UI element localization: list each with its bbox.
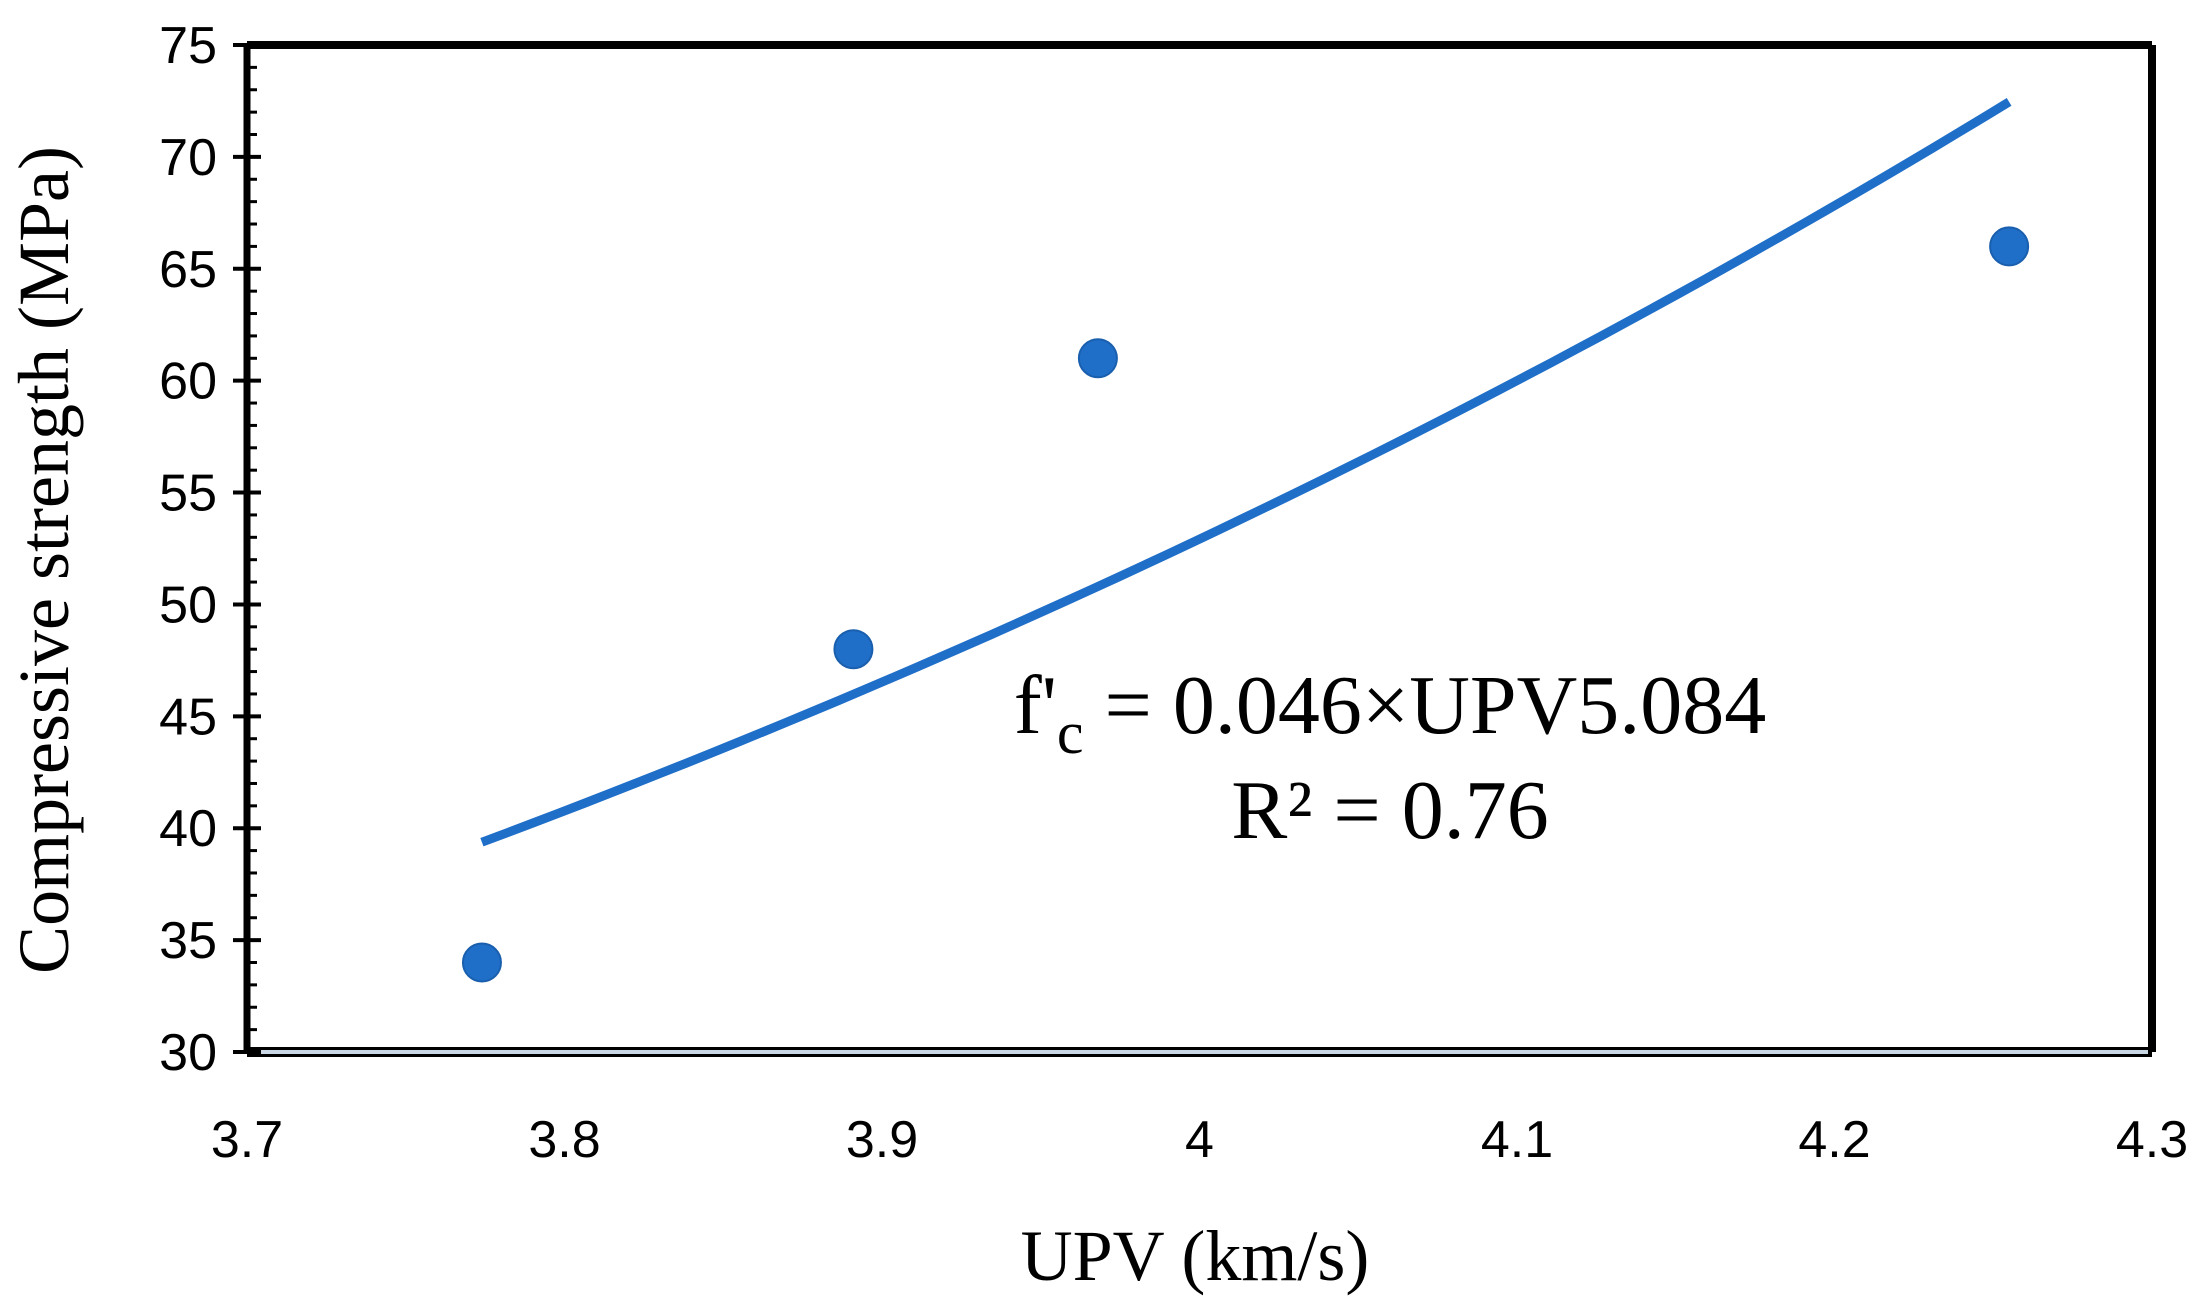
y-tick-label: 45 — [159, 688, 217, 746]
axis-ticks — [233, 43, 261, 1054]
x-tick-label: 3.9 — [846, 1111, 918, 1169]
x-tick-label: 4.3 — [2116, 1111, 2188, 1169]
x-tick-label: 4.2 — [1798, 1111, 1870, 1169]
y-tick-label: 70 — [159, 129, 217, 187]
x-tick-label: 4.1 — [1481, 1111, 1553, 1169]
x-axis-title: UPV (km/s) — [1021, 1216, 1370, 1296]
r-squared-annotation: R² = 0.76 — [1231, 764, 1549, 857]
data-point — [461, 942, 502, 983]
x-tick-label: 3.7 — [211, 1111, 283, 1169]
y-tick-label: 40 — [159, 800, 217, 858]
y-tick-label: 75 — [159, 17, 217, 75]
equation-prefix: f' — [1014, 659, 1057, 752]
x-tick-label: 3.8 — [528, 1111, 600, 1169]
power-trendline — [480, 98, 2012, 847]
y-tick-label: 50 — [159, 576, 217, 634]
data-points — [461, 226, 2030, 983]
y-axis-title: Compressive strength (MPa) — [4, 146, 84, 974]
y-tick-label: 35 — [159, 912, 217, 970]
y-tick-label: 30 — [159, 1024, 217, 1082]
data-point — [1989, 226, 2030, 267]
equation-annotation: f'c = 0.046×UPV5.084 — [1014, 659, 1767, 766]
equation-subscript: c — [1057, 700, 1084, 766]
y-tick-label: 65 — [159, 241, 217, 299]
equation-rest: = 0.046×UPV5.084 — [1083, 659, 1766, 752]
trendline-layer — [480, 98, 2012, 847]
y-tick-label: 60 — [159, 353, 217, 411]
x-tick-label: 4 — [1185, 1111, 1214, 1169]
plot-frame — [243, 41, 2156, 1057]
y-tick-label: 55 — [159, 465, 217, 523]
data-point — [1077, 338, 1118, 379]
tick-labels: 30 35 40 45 50 55 60 65 70 75 3.7 3.8 3.9 4 4.1 4.2 4.3 — [159, 17, 2188, 1169]
data-point — [833, 629, 874, 670]
